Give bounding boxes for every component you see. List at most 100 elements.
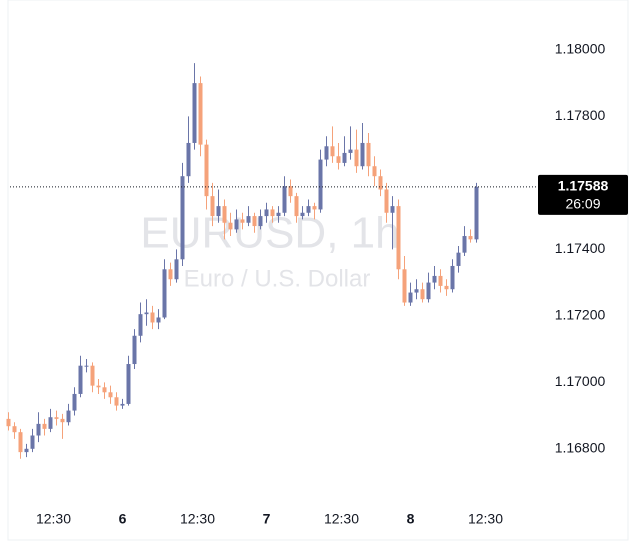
candle-body xyxy=(246,216,251,223)
candle-body xyxy=(132,335,137,365)
candle-body xyxy=(18,432,23,453)
candle-body xyxy=(192,83,197,143)
candle-body xyxy=(120,403,125,406)
watermark-symbol: EURUSD, 1h xyxy=(140,209,399,258)
candle-body xyxy=(240,219,245,223)
candle-body xyxy=(204,144,209,197)
candle-body xyxy=(342,152,347,163)
candle-body xyxy=(6,418,11,427)
x-tick-label: 8 xyxy=(407,511,415,527)
candle-body xyxy=(138,314,143,336)
last-price-label: 1.17588 xyxy=(558,178,609,194)
candle-body xyxy=(42,423,47,429)
candle-body xyxy=(450,265,455,290)
candle-body xyxy=(438,275,443,286)
candle-body xyxy=(78,365,83,394)
candle-body xyxy=(60,418,65,423)
candle-body xyxy=(414,289,419,293)
candle-body xyxy=(144,312,149,315)
x-tick-label: 12:30 xyxy=(36,511,71,527)
candle-body xyxy=(276,212,281,217)
candle-body xyxy=(162,269,167,318)
countdown-label: 26:09 xyxy=(565,196,600,212)
candle-body xyxy=(222,206,227,223)
candle-body xyxy=(210,196,215,217)
x-tick-label: 6 xyxy=(119,511,127,527)
y-tick-label: 1.17200 xyxy=(555,307,606,323)
candle-body xyxy=(186,142,191,177)
candle-body xyxy=(378,176,383,190)
candle-body xyxy=(216,206,221,217)
candle-body xyxy=(126,364,131,404)
x-tick-label: 7 xyxy=(263,511,271,527)
candle-body xyxy=(360,142,365,167)
candle-body xyxy=(234,219,239,230)
candle-body xyxy=(396,206,401,270)
candle-body xyxy=(30,435,35,449)
candle-body xyxy=(108,392,113,398)
x-tick-label: 12:30 xyxy=(324,511,359,527)
candle-body xyxy=(306,206,311,213)
candle-body xyxy=(258,216,263,227)
candle-body xyxy=(456,252,461,266)
candle-body xyxy=(432,275,437,283)
candle-body xyxy=(72,393,77,411)
candle-body xyxy=(54,417,59,419)
candle-body xyxy=(402,269,407,303)
candle-body xyxy=(372,166,377,177)
candle-body xyxy=(198,83,203,145)
candle-body xyxy=(150,312,155,323)
candle-body xyxy=(348,149,353,153)
candle-body xyxy=(294,196,299,217)
candle-body xyxy=(354,149,359,167)
candle-body xyxy=(426,282,431,300)
candle-body xyxy=(468,236,473,240)
candle-body xyxy=(324,146,329,160)
candle-body xyxy=(84,365,89,367)
x-tick-label: 12:30 xyxy=(468,511,503,527)
candle-body xyxy=(156,317,161,323)
candle-body xyxy=(390,206,395,213)
candle-body xyxy=(420,289,425,300)
candle-body xyxy=(168,269,173,280)
candle-body xyxy=(282,186,287,213)
candle-body xyxy=(48,417,53,429)
candle-body xyxy=(474,186,479,240)
candle-body xyxy=(336,156,341,163)
candle-body xyxy=(444,285,449,290)
candle-body xyxy=(180,176,185,260)
candle-body xyxy=(90,365,95,386)
candle-body xyxy=(318,159,323,210)
candle-body xyxy=(330,146,335,157)
y-tick-label: 1.17400 xyxy=(555,240,606,256)
candle-body xyxy=(114,397,119,406)
candle-body xyxy=(270,209,275,217)
candle-body xyxy=(228,222,233,230)
candle-body xyxy=(312,206,317,210)
y-tick-label: 1.16800 xyxy=(555,440,606,456)
candle-body xyxy=(24,448,29,453)
candle-body xyxy=(288,186,293,197)
candle-body xyxy=(408,292,413,303)
candle-body xyxy=(252,216,257,227)
x-tick-label: 12:30 xyxy=(180,511,215,527)
candle-body xyxy=(462,236,467,253)
frame xyxy=(7,0,629,541)
candle-body xyxy=(12,426,17,433)
candle-body xyxy=(300,212,305,217)
candle-body xyxy=(36,423,41,436)
candle-body xyxy=(96,385,101,388)
candle-body xyxy=(264,209,269,217)
last-price-box xyxy=(538,174,628,215)
candle-body xyxy=(102,387,107,393)
candle-body xyxy=(366,142,371,167)
y-tick-label: 1.18000 xyxy=(555,41,606,57)
candle-body xyxy=(174,259,179,280)
candle-body xyxy=(384,189,389,213)
y-tick-label: 1.17000 xyxy=(555,373,606,389)
candle-body xyxy=(66,410,71,423)
watermark-description: Euro / U.S. Dollar xyxy=(184,265,371,292)
y-tick-label: 1.17800 xyxy=(555,107,606,123)
